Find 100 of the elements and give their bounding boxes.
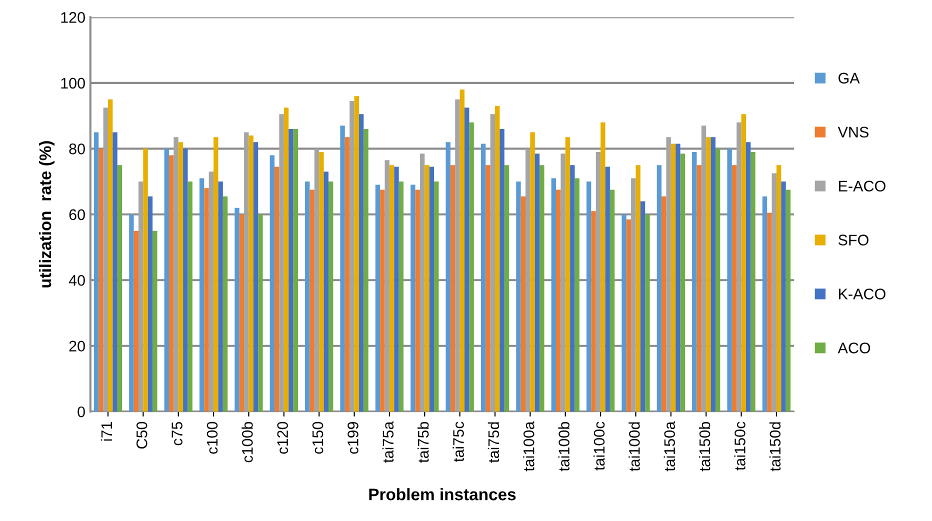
bar <box>288 128 294 412</box>
bar <box>324 172 328 412</box>
bar <box>460 90 465 412</box>
bar <box>586 182 592 412</box>
bar <box>208 172 214 412</box>
bar <box>199 178 204 412</box>
x-tick-label: c120 <box>277 422 288 454</box>
bar <box>670 144 676 412</box>
bar <box>319 152 324 412</box>
bar <box>450 165 456 412</box>
bar <box>354 96 359 412</box>
y-axis-title: utilization rate (%) <box>38 141 54 288</box>
x-tick-label: tai75c <box>452 422 464 462</box>
bar <box>495 106 500 412</box>
bar <box>710 137 716 412</box>
bar <box>420 154 425 412</box>
bar <box>314 148 320 412</box>
bar <box>746 142 751 412</box>
bar <box>490 114 496 412</box>
bar <box>174 137 178 412</box>
bar <box>358 114 364 412</box>
bar <box>781 182 786 412</box>
x-tick-label: c199 <box>348 422 358 454</box>
bar <box>148 196 153 412</box>
bar <box>469 122 474 412</box>
bar <box>222 196 228 412</box>
bar <box>767 212 772 412</box>
bar <box>134 230 138 412</box>
bar <box>415 190 420 412</box>
bar <box>696 165 702 412</box>
bar <box>772 173 776 412</box>
bar <box>622 214 626 412</box>
bar <box>279 114 284 412</box>
bar <box>389 165 394 412</box>
bar <box>384 160 390 412</box>
bar <box>138 182 144 412</box>
bar <box>103 108 108 412</box>
bar <box>143 148 148 412</box>
x-tick-label: c100 <box>206 422 218 454</box>
bar <box>239 214 244 412</box>
bar <box>152 230 158 412</box>
x-axis-title: Problem instances <box>369 488 516 500</box>
bar <box>394 166 399 412</box>
bar <box>776 165 782 412</box>
bar <box>293 128 298 412</box>
bar <box>129 214 134 412</box>
y-tick-label: 60 <box>69 209 85 220</box>
bar <box>234 208 240 412</box>
bar <box>574 178 580 412</box>
bar <box>98 148 104 412</box>
bar <box>464 108 470 412</box>
bar <box>504 165 510 412</box>
x-tick-label: tai75a <box>382 421 394 463</box>
bar <box>248 136 254 412</box>
bar <box>214 137 218 412</box>
legend-label: GA <box>838 72 860 84</box>
legend-label: SFO <box>838 234 868 246</box>
x-tick-label: c150 <box>312 422 324 454</box>
bar <box>534 154 540 412</box>
x-tick-label: tai100a <box>523 421 534 472</box>
bar <box>455 99 460 412</box>
y-tick-label: 20 <box>69 340 85 352</box>
bar <box>188 182 192 412</box>
legend-label: E-ACO <box>839 180 886 192</box>
bar <box>410 184 416 412</box>
y-tick-label: 40 <box>68 274 85 286</box>
bar <box>636 165 640 412</box>
bar <box>591 211 596 412</box>
legend-label: ACO <box>838 342 870 354</box>
bar <box>164 148 169 412</box>
bar <box>305 182 310 412</box>
bar <box>486 165 490 412</box>
bar <box>178 142 184 412</box>
x-tick-label: tai150d <box>769 422 781 472</box>
bar <box>284 108 289 412</box>
y-tick-label: 100 <box>61 78 85 89</box>
bar <box>253 142 258 412</box>
bar <box>112 132 118 412</box>
x-tick-label: tai75b <box>418 422 429 463</box>
bar <box>424 165 430 412</box>
bar <box>274 166 280 412</box>
x-tick-label: tai150a <box>664 421 676 472</box>
bar <box>310 190 314 412</box>
bar <box>640 201 646 412</box>
bar <box>117 165 122 412</box>
bar <box>750 152 756 412</box>
x-tick-label: i71 <box>100 422 112 441</box>
bar <box>446 142 450 412</box>
bar <box>364 128 368 412</box>
bar <box>350 101 354 412</box>
bar <box>727 148 732 412</box>
x-tick-label: c100b <box>242 422 253 462</box>
bar <box>565 137 570 412</box>
bar <box>500 128 504 412</box>
bar <box>530 132 535 412</box>
bar <box>258 214 263 412</box>
bar <box>270 155 275 412</box>
x-tick-label: tai75d <box>488 422 500 463</box>
x-tick-label: c75 <box>172 422 182 446</box>
bar <box>736 122 742 412</box>
